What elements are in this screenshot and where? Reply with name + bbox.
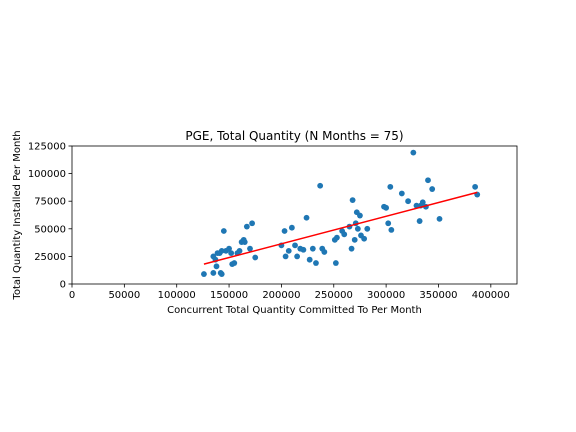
data-point [218, 271, 225, 277]
data-point [364, 225, 371, 232]
y-tick-label: 125000 [28, 142, 66, 153]
data-point [249, 220, 255, 227]
x-tick-label: 250000 [315, 290, 353, 301]
data-point [288, 224, 295, 231]
y-tick-label: 25000 [34, 252, 66, 263]
data-point [321, 249, 328, 255]
data-point [210, 270, 217, 276]
data-point [309, 245, 316, 252]
fit-line [203, 191, 478, 265]
data-point [416, 218, 423, 224]
data-point [306, 256, 313, 263]
data-point [472, 183, 479, 190]
y-tick-label: 100000 [28, 169, 66, 180]
x-tick-label: 350000 [419, 290, 457, 301]
data-point [349, 197, 356, 203]
data-point [387, 183, 394, 190]
data-point [332, 260, 339, 266]
data-point [247, 245, 253, 252]
data-point [241, 239, 248, 245]
data-point [398, 190, 405, 197]
x-tick-label: 200000 [262, 290, 300, 301]
data-point [348, 245, 355, 252]
data-point [354, 225, 361, 232]
y-tick-label: 75000 [34, 197, 66, 208]
y-axis-label: Total Quantity Installed Per Month [12, 130, 23, 300]
y-tick-label: 50000 [34, 224, 66, 235]
x-tick-label: 100000 [158, 290, 196, 301]
x-tick-label: 150000 [210, 290, 248, 301]
plot-area: 0 50000 100000 150000 200000 250000 300000 3500… [28, 142, 518, 301]
data-point [228, 250, 235, 256]
data-point [236, 247, 243, 254]
data-point [252, 254, 259, 261]
data-point [405, 198, 412, 205]
data-point [231, 260, 238, 266]
y-tick-label: 0 [60, 280, 66, 291]
plot-frame [71, 145, 518, 285]
data-point [351, 236, 358, 243]
data-point [218, 247, 225, 254]
data-point [334, 234, 340, 241]
data-point [341, 231, 348, 238]
data-point [357, 212, 363, 219]
data-point [213, 263, 220, 270]
data-point [385, 220, 392, 227]
data-point [388, 227, 395, 233]
x-axis-label: Concurrent Total Quantity Committed To P… [167, 305, 422, 316]
data-point [383, 204, 390, 211]
data-point [226, 245, 232, 252]
data-point [429, 186, 436, 192]
data-point [300, 246, 307, 253]
data-point [294, 253, 301, 260]
data-point [285, 247, 292, 254]
data-point [313, 260, 319, 266]
data-point [425, 177, 431, 184]
data-point [419, 199, 426, 206]
data-point [436, 215, 443, 222]
data-point [292, 242, 298, 249]
x-tick-label: 50000 [108, 290, 140, 301]
data-point [317, 182, 324, 189]
data-point [410, 149, 417, 156]
x-tick-label: 0 [69, 290, 75, 301]
data-point [361, 235, 368, 242]
x-tick-label: 400000 [472, 290, 510, 301]
data-point [243, 223, 250, 230]
data-point [220, 228, 227, 234]
data-point [201, 271, 207, 277]
data-point [303, 214, 310, 221]
x-tick-label: 300000 [367, 290, 405, 301]
data-point [282, 253, 289, 260]
data-point [281, 228, 288, 234]
data-point [413, 202, 420, 209]
chart-title: PGE, Total Quantity (N Months = 75) [185, 129, 403, 143]
